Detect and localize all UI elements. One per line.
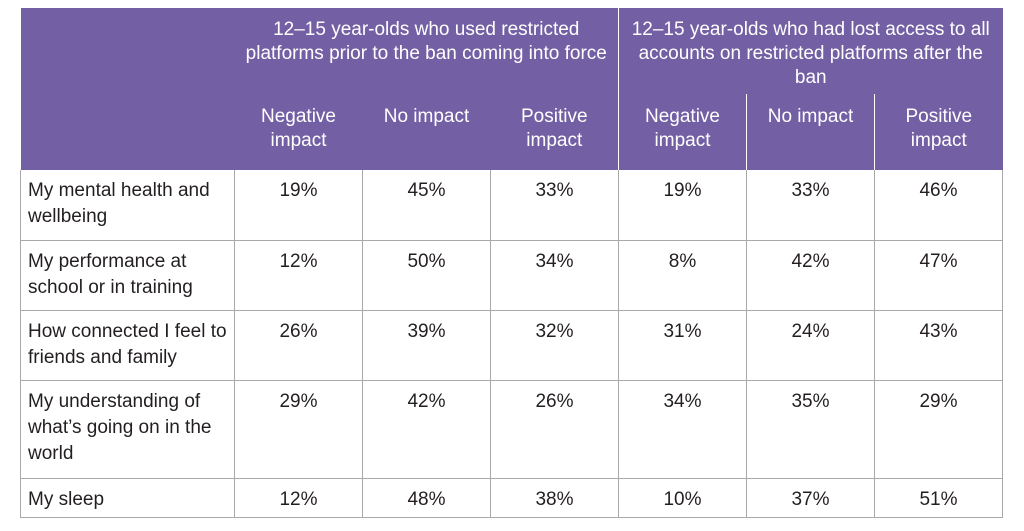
impact-table: 12–15 year-olds who used restricted plat…	[20, 8, 1004, 518]
cell-value: 32%	[490, 310, 619, 381]
cell-value: 12%	[234, 240, 363, 311]
cell-value: 39%	[362, 310, 491, 381]
row-label: My mental health and wellbeing	[20, 170, 235, 241]
sub-header-negative-impact: Negative impact	[234, 94, 363, 170]
sub-header-no-impact: No impact	[362, 94, 491, 170]
cell-value: 19%	[234, 170, 363, 241]
group-header-row: 12–15 year-olds who used restricted plat…	[20, 8, 1003, 170]
table-header: 12–15 year-olds who used restricted plat…	[20, 8, 1003, 170]
sub-header-no-impact: No impact	[746, 94, 875, 170]
sub-header-row: Negative impact No impact Positive impac…	[21, 94, 1003, 170]
cell-value: 42%	[362, 380, 491, 479]
row-label: My sleep	[20, 478, 235, 518]
cell-value: 37%	[746, 478, 875, 518]
header-blank-cell	[20, 8, 235, 170]
cell-value: 42%	[746, 240, 875, 311]
group-header-pre-ban: 12–15 year-olds who used restricted plat…	[234, 8, 619, 94]
table-row: My mental health and wellbeing 19% 45% 3…	[20, 170, 1004, 241]
cell-value: 8%	[618, 240, 747, 311]
cell-value: 29%	[234, 380, 363, 479]
cell-value: 35%	[746, 380, 875, 479]
row-label: How connected I feel to friends and fami…	[20, 310, 235, 381]
cell-value: 34%	[618, 380, 747, 479]
cell-value: 33%	[746, 170, 875, 241]
cell-value: 10%	[618, 478, 747, 518]
cell-value: 48%	[362, 478, 491, 518]
row-label: My understanding of what’s going on in t…	[20, 380, 235, 479]
cell-value: 24%	[746, 310, 875, 381]
table-row: My sleep 12% 48% 38% 10% 37% 51%	[20, 478, 1004, 518]
sub-header-negative-impact: Negative impact	[618, 94, 747, 170]
cell-value: 45%	[362, 170, 491, 241]
cell-value: 33%	[490, 170, 619, 241]
table-row: How connected I feel to friends and fami…	[20, 310, 1004, 381]
table-row: My performance at school or in training …	[20, 240, 1004, 311]
row-label: My performance at school or in training	[20, 240, 235, 311]
cell-value: 34%	[490, 240, 619, 311]
cell-value: 31%	[618, 310, 747, 381]
cell-value: 47%	[874, 240, 1004, 311]
cell-value: 38%	[490, 478, 619, 518]
group-header-lost-access: 12–15 year-olds who had lost access to a…	[618, 8, 1003, 94]
cell-value: 12%	[234, 478, 363, 518]
cell-value: 26%	[234, 310, 363, 381]
impact-table-container: 12–15 year-olds who used restricted plat…	[20, 8, 1004, 518]
cell-value: 19%	[618, 170, 747, 241]
cell-value: 50%	[362, 240, 491, 311]
table-body: My mental health and wellbeing 19% 45% 3…	[20, 170, 1004, 518]
cell-value: 26%	[490, 380, 619, 479]
cell-value: 29%	[874, 380, 1004, 479]
table-row: My understanding of what’s going on in t…	[20, 380, 1004, 479]
sub-header-positive-impact: Positive impact	[490, 94, 619, 170]
sub-header-positive-impact: Positive impact	[874, 94, 1003, 170]
cell-value: 43%	[874, 310, 1004, 381]
cell-value: 51%	[874, 478, 1004, 518]
cell-value: 46%	[874, 170, 1004, 241]
